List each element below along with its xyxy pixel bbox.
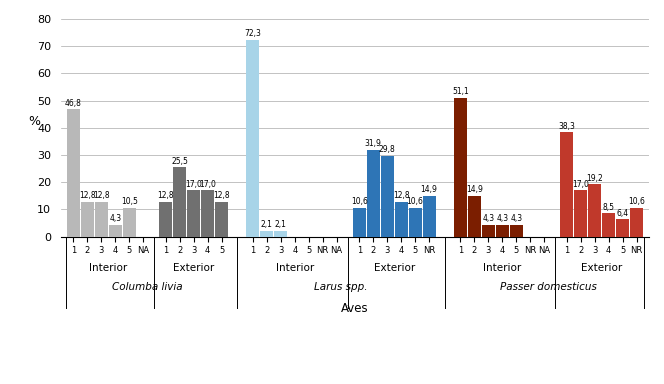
Bar	[630, 208, 643, 237]
Bar	[454, 98, 467, 237]
Text: 46,8: 46,8	[65, 99, 82, 108]
Bar	[602, 214, 615, 237]
Text: 14,9: 14,9	[420, 185, 438, 194]
Text: 17,0: 17,0	[199, 180, 216, 189]
Text: 12,8: 12,8	[79, 191, 96, 200]
Bar	[159, 202, 172, 237]
Bar	[422, 196, 436, 237]
Bar	[367, 150, 380, 237]
Text: 12,8: 12,8	[157, 191, 174, 200]
Text: 4,3: 4,3	[510, 214, 523, 223]
Text: 10,6: 10,6	[628, 197, 645, 206]
Bar	[510, 225, 523, 237]
Text: 4,3: 4,3	[496, 214, 509, 223]
Text: 72,3: 72,3	[244, 29, 262, 38]
Bar	[588, 184, 601, 237]
Text: 10,5: 10,5	[121, 197, 137, 206]
Text: 12,8: 12,8	[393, 191, 410, 200]
Text: 2,1: 2,1	[275, 220, 287, 229]
Text: 10,6: 10,6	[351, 197, 368, 206]
Text: Interior: Interior	[89, 263, 127, 273]
Bar	[123, 208, 135, 237]
Text: Passer domesticus: Passer domesticus	[500, 282, 597, 292]
Bar	[260, 231, 274, 237]
Text: 51,1: 51,1	[452, 87, 469, 96]
Text: 2,1: 2,1	[261, 220, 273, 229]
Text: 12,8: 12,8	[213, 191, 230, 200]
Bar	[109, 225, 122, 237]
Text: Columba livia: Columba livia	[112, 282, 183, 292]
Bar	[616, 219, 629, 237]
Text: 4,3: 4,3	[482, 214, 495, 223]
Bar	[274, 231, 288, 237]
Bar	[81, 202, 94, 237]
Text: Larus spp.: Larus spp.	[314, 282, 368, 292]
Text: Interior: Interior	[483, 263, 521, 273]
Bar	[353, 208, 366, 237]
Text: 17,0: 17,0	[185, 180, 202, 189]
Bar	[574, 190, 587, 237]
Text: 8,5: 8,5	[603, 203, 615, 212]
Text: Exterior: Exterior	[173, 263, 214, 273]
Text: 19,2: 19,2	[586, 174, 603, 183]
Text: 14,9: 14,9	[466, 185, 483, 194]
Bar	[215, 202, 228, 237]
Bar	[468, 196, 481, 237]
Bar	[560, 132, 573, 237]
Bar	[496, 225, 509, 237]
Text: Exterior: Exterior	[374, 263, 415, 273]
Bar	[201, 190, 214, 237]
Bar	[187, 190, 200, 237]
Bar	[246, 40, 260, 237]
Y-axis label: %: %	[29, 115, 41, 128]
Bar	[394, 202, 408, 237]
Bar	[95, 202, 108, 237]
Text: 31,9: 31,9	[365, 139, 382, 148]
Text: 4,3: 4,3	[109, 214, 122, 223]
Text: 12,8: 12,8	[93, 191, 110, 200]
Text: 17,0: 17,0	[572, 180, 589, 189]
Text: 25,5: 25,5	[171, 157, 188, 166]
Text: Exterior: Exterior	[581, 263, 622, 273]
Text: 38,3: 38,3	[558, 122, 575, 131]
Text: 10,6: 10,6	[406, 197, 424, 206]
Text: Interior: Interior	[276, 263, 314, 273]
Bar	[380, 156, 394, 237]
Bar	[408, 208, 422, 237]
Text: 29,8: 29,8	[379, 145, 396, 154]
Bar	[67, 109, 80, 237]
Text: Aves: Aves	[341, 302, 369, 315]
Bar	[482, 225, 495, 237]
Bar	[173, 167, 186, 237]
Text: 6,4: 6,4	[617, 209, 629, 218]
